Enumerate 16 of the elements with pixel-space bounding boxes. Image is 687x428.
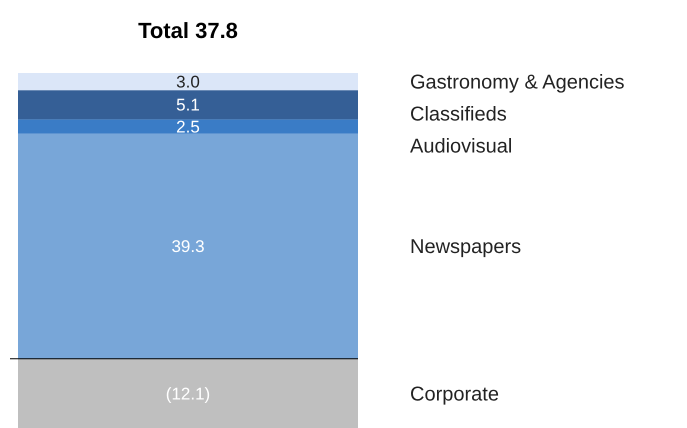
text: Audiovisual — [410, 136, 512, 158]
bar — [18, 358, 358, 428]
bar — [18, 134, 358, 359]
bar — [18, 119, 358, 134]
data-label: 2.5 — [176, 117, 200, 136]
data-label: 5.1 — [176, 96, 200, 115]
bar — [18, 73, 358, 90]
bar — [18, 90, 358, 120]
text: Gastronomy & Agencies — [410, 72, 625, 94]
text: Corporate — [410, 383, 499, 406]
chart-title: Total 37.8 — [138, 18, 238, 43]
text: Newspapers — [410, 236, 522, 258]
data-label: 3.0 — [176, 72, 200, 92]
data-label: 39.3 — [171, 237, 205, 256]
text: Classifieds — [410, 104, 507, 126]
data-label: (12.1) — [166, 384, 210, 404]
